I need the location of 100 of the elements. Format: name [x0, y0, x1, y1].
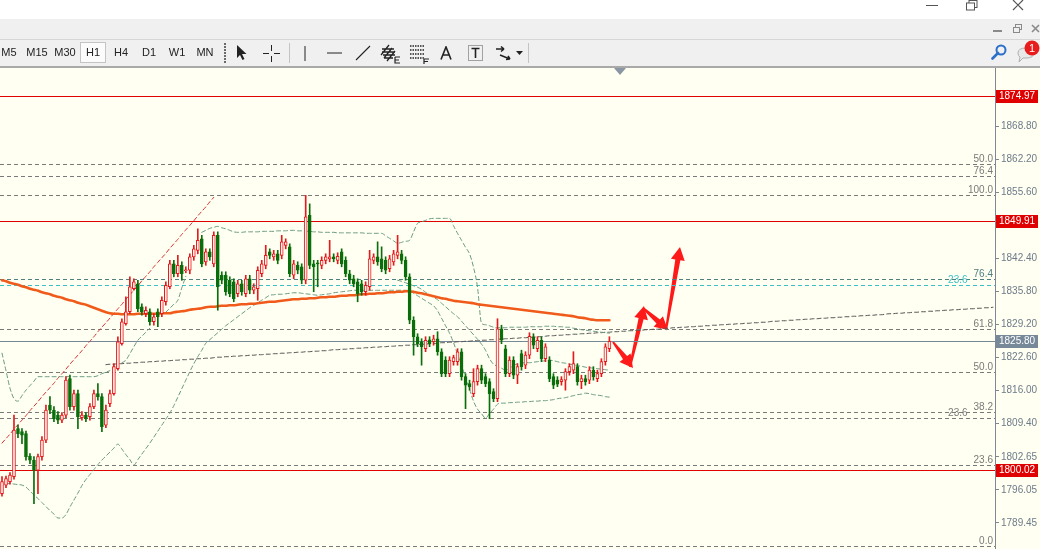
- annotation: 23.6: [973, 453, 994, 465]
- annotation: 50.0: [973, 152, 994, 164]
- candlestick: [223, 271, 228, 296]
- ref-line-label: 1874.97: [999, 90, 1036, 102]
- candlestick: [287, 243, 292, 278]
- candlestick: [211, 231, 216, 268]
- y-tick-label: 1816.00: [1001, 383, 1038, 395]
- text: D1: [140, 45, 158, 60]
- annotation: 61.8: [973, 317, 994, 329]
- ref-line-label: 1800.02: [999, 464, 1036, 476]
- candlestick: [303, 195, 308, 285]
- candlestick: [48, 396, 52, 414]
- y-tick-label: 1835.80: [1001, 285, 1038, 297]
- candlestick: [84, 412, 88, 422]
- candlestick: [8, 472, 12, 485]
- candlestick: [231, 278, 236, 303]
- candlestick: [199, 235, 204, 268]
- annotation: 76.4: [973, 164, 994, 176]
- y-tick-label: 1862.20: [1001, 153, 1038, 165]
- annotation: 23.6: [948, 406, 968, 418]
- y-tick-label: 1796.05: [1001, 483, 1038, 495]
- candlestick: [247, 274, 252, 295]
- candlestick: [243, 274, 248, 298]
- candlestick: [40, 436, 44, 461]
- y-tick-label: 1822.60: [1001, 350, 1038, 362]
- line-series: [1, 196, 215, 444]
- candlestick: [156, 308, 160, 328]
- y-tick-label: 1789.45: [1001, 516, 1038, 528]
- text: M15: [25, 45, 49, 60]
- candlestick: [315, 259, 320, 288]
- candlestick: [124, 296, 128, 326]
- candlestick: [179, 261, 184, 281]
- candlestick: [24, 430, 28, 461]
- candlestick: [148, 308, 152, 326]
- candlestick: [60, 412, 64, 423]
- candlestick: [36, 453, 40, 494]
- candlestick: [116, 336, 120, 371]
- candlestick: [144, 306, 148, 318]
- candlestick: [235, 279, 240, 298]
- candlestick: [52, 406, 56, 422]
- ref-line-label: 1849.91: [999, 215, 1036, 227]
- candlestick: [140, 303, 144, 316]
- candlestick: [203, 248, 208, 266]
- candlestick: [136, 279, 140, 313]
- text: M5: [0, 45, 18, 60]
- candlestick: [56, 411, 60, 424]
- candlestick: [175, 254, 180, 278]
- candlestick: [4, 475, 8, 488]
- candlestick: [255, 266, 260, 301]
- candlestick: [319, 256, 324, 270]
- y-tick-label: 1809.40: [1001, 416, 1038, 428]
- annotation: 23.6: [948, 273, 968, 285]
- candlestick: [239, 279, 244, 296]
- candlestick: [64, 376, 68, 418]
- candlestick: [104, 404, 108, 428]
- candlestick: [271, 249, 276, 261]
- text: 1: [1028, 42, 1036, 55]
- candlestick: [323, 253, 328, 265]
- candlestick: [92, 389, 96, 409]
- annotation: 100.0: [967, 183, 994, 195]
- candlestick: [108, 389, 112, 407]
- candlestick: [559, 376, 564, 386]
- candlestick: [172, 259, 176, 278]
- candlestick: [76, 389, 80, 429]
- candlestick: [327, 239, 332, 263]
- candlestick: [112, 363, 116, 396]
- candlestick: [72, 389, 76, 411]
- candlestick: [80, 411, 84, 421]
- y-tick-label: 1855.60: [1001, 186, 1038, 198]
- annotation: 0.0: [979, 534, 994, 546]
- y-tick-label: 1842.40: [1001, 252, 1038, 264]
- y-tick-label: 1802.65: [1001, 450, 1038, 462]
- annotation: 76.4: [973, 267, 994, 279]
- candlestick: [32, 456, 36, 504]
- candlestick: [20, 428, 24, 444]
- y-tick-label: 1868.80: [1001, 120, 1038, 132]
- text: W1: [167, 45, 187, 60]
- candlestick: [267, 248, 272, 260]
- candlestick: [120, 318, 124, 346]
- ref-line-label: 1825.80: [999, 335, 1036, 347]
- text: H4: [112, 45, 130, 60]
- annotation: 38.2: [973, 400, 994, 412]
- candlestick: [88, 403, 92, 421]
- candlestick: [331, 253, 336, 263]
- candlestick: [96, 383, 100, 401]
- candlestick: [100, 393, 104, 432]
- candlestick: [279, 235, 284, 260]
- candlestick: [307, 203, 312, 270]
- candlestick: [215, 231, 220, 311]
- candlestick: [152, 313, 156, 326]
- y-tick-label: 1829.20: [1001, 317, 1038, 329]
- candlestick: [132, 278, 136, 291]
- candlestick: [44, 404, 48, 443]
- candlestick: [187, 253, 192, 275]
- line-series: [0, 278, 611, 322]
- candlestick: [28, 453, 32, 464]
- candlestick: [299, 263, 304, 285]
- candlestick: [275, 249, 280, 265]
- candlestick: [16, 424, 20, 438]
- text: M30: [53, 45, 77, 60]
